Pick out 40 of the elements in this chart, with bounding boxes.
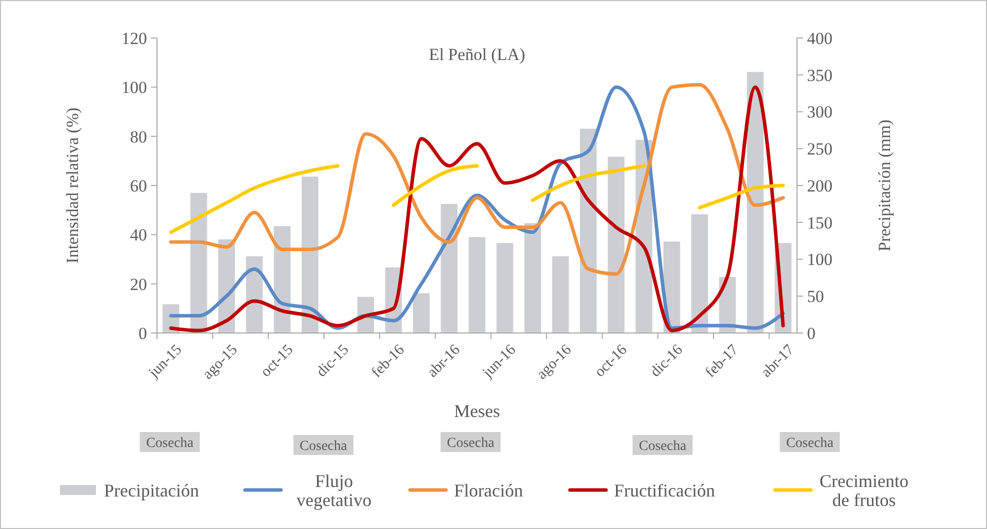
- text: Cosecha: [300, 439, 348, 454]
- text: Cosecha: [146, 436, 194, 451]
- y-tick-label: 40: [130, 226, 147, 245]
- y2-tick-label: 200: [807, 176, 832, 196]
- y-tick-label: 80: [130, 127, 147, 146]
- y2-tick-label: 100: [807, 250, 832, 270]
- text: Cosecha: [638, 439, 688, 454]
- legend-label: Precipitación: [104, 480, 199, 500]
- legend-label: Flujo vegetativo: [296, 470, 372, 510]
- y2-tick-label: 150: [807, 213, 832, 232]
- y2-tick-label: 400: [807, 28, 832, 48]
- legend-label: Fructificación: [614, 480, 715, 500]
- x-axis-title: Meses: [454, 401, 500, 421]
- y2-tick-label: 50: [807, 287, 824, 306]
- bar: [468, 237, 486, 333]
- text: Cosecha: [786, 436, 834, 451]
- legend-label: Floración: [454, 480, 523, 500]
- bar: [413, 293, 430, 333]
- bar: [496, 243, 514, 333]
- chart-title: El Peñol (LA): [428, 45, 526, 64]
- bar: [440, 204, 458, 333]
- y-tick-label: 0: [138, 324, 147, 343]
- text: Cosecha: [446, 436, 496, 451]
- legend-label: Crecimiento de frutos: [820, 470, 908, 510]
- bar: [691, 214, 708, 333]
- bar: [552, 256, 569, 333]
- line-series: [169, 82, 785, 276]
- bar: [608, 156, 624, 333]
- y2-tick-label: 350: [807, 66, 832, 85]
- y-tick-label: 120: [122, 28, 147, 48]
- y2-tick-label: 250: [807, 140, 832, 159]
- bar: [524, 223, 541, 333]
- y-tick-label: 60: [130, 176, 147, 196]
- y2-axis-title: Precipitación (mm): [875, 120, 894, 252]
- y-axis-title: Intensidad relativa (%): [63, 108, 82, 264]
- bar: [302, 176, 318, 333]
- y-tick-label: 100: [122, 78, 147, 98]
- y2-tick-label: 0: [807, 324, 816, 343]
- y-tick-label: 20: [130, 274, 147, 294]
- y2-tick-label: 300: [807, 102, 832, 122]
